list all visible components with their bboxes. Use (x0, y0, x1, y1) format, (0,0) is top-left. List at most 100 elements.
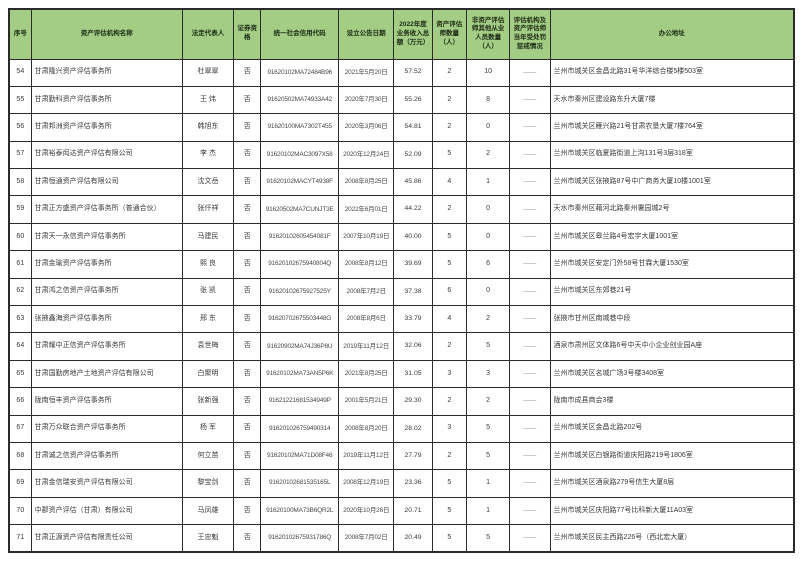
cell-credit-code: 91620502MA7CUNJT3E (260, 195, 339, 224)
cell-agency-name: 甘肃金瑜资产评估事务所 (30, 250, 183, 279)
cell-penalty: —— (509, 441, 551, 471)
cell-appraisers: 5 (431, 250, 467, 279)
cell-securities: 否 (233, 113, 262, 142)
cell-penalty: —— (509, 195, 551, 224)
table-row: 64 甘肃耀中正信资产评估事务所 袁世梅 否 91620902MA74J36P8… (8, 332, 795, 361)
cell-appraisers: 2 (431, 85, 467, 115)
cell-appraisers: 3 (431, 359, 467, 389)
cell-agency-name: 甘肃万众联合资产评估事务所 (30, 414, 183, 443)
col-header-penalty: 评估机构及资产评估师当年受处罚惩戒情况 (509, 8, 551, 60)
cell-appraisers: 5 (431, 524, 467, 553)
cell-address: 兰州市城关区金昌北路202号 (549, 414, 795, 443)
table-row: 65 甘肃国勤房地产土地资产评估有限公司 白聚明 否 91620102MA73A… (8, 359, 795, 389)
cell-serial: 55 (8, 85, 32, 115)
cell-credit-code: 91620102MACYT4938F (260, 168, 339, 197)
cell-appraisers: 5 (431, 496, 467, 526)
cell-other-staff: 5 (465, 524, 511, 553)
cell-other-staff: 1 (465, 168, 511, 197)
cell-credit-code: 91620102675940804Q (260, 250, 339, 279)
cell-income: 32.06 (393, 332, 433, 361)
table-row: 70 中郡资产评估（甘肃）有限公司 马凤雄 否 91620100MA73B6QR… (8, 496, 795, 526)
cell-announce-date: 2020年12月24日 (337, 140, 395, 170)
cell-income: 55.26 (393, 85, 433, 115)
table-row: 71 甘肃正源资产评估有限责任公司 王忠魁 否 9162010267593178… (8, 524, 795, 553)
cell-income: 31.05 (393, 359, 433, 389)
cell-serial: 71 (8, 524, 32, 553)
cell-other-staff: 8 (465, 85, 511, 115)
cell-serial: 63 (8, 305, 32, 334)
cell-legal-rep: 黎宝剑 (181, 469, 235, 498)
cell-legal-rep: 王忠魁 (181, 524, 235, 553)
cell-credit-code: 91620102681535165L (260, 469, 339, 498)
cell-legal-rep: 马凤雄 (181, 496, 235, 526)
cell-other-staff: 2 (465, 387, 511, 416)
cell-penalty: —— (509, 85, 551, 115)
cell-address: 张掖市甘州区南城巷中段 (549, 305, 795, 334)
table-row: 56 甘肃邦洲资产评估事务所 韩旭东 否 91620100MA7302T455 … (8, 113, 795, 142)
cell-income: 28.02 (393, 414, 433, 443)
col-header-announce-date: 设立公告日期 (337, 8, 395, 60)
cell-credit-code: 91620902MA74J36P8U (260, 332, 339, 361)
cell-appraisers: 6 (431, 277, 467, 307)
cell-address: 酒泉市肃州区文体路6号中天中小企业创业园A座 (549, 332, 795, 361)
cell-agency-name: 甘肃天一永信资产评估事务所 (30, 222, 183, 252)
cell-income: 45.86 (393, 168, 433, 197)
cell-penalty: —— (509, 113, 551, 142)
cell-serial: 68 (8, 441, 32, 471)
cell-serial: 66 (8, 387, 32, 416)
cell-securities: 否 (233, 305, 262, 334)
cell-address: 兰州市城关区安定门外58号甘霖大厦1530室 (549, 250, 795, 279)
cell-securities: 否 (233, 496, 262, 526)
cell-legal-rep: 张 凯 (181, 277, 235, 307)
cell-securities: 否 (233, 250, 262, 279)
cell-other-staff: 0 (465, 277, 511, 307)
cell-legal-rep: 张仟祥 (181, 195, 235, 224)
cell-other-staff: 2 (465, 305, 511, 334)
cell-announce-date: 2022年6月01日 (337, 195, 395, 224)
col-header-agency: 资产评估机构名称 (30, 8, 183, 60)
cell-other-staff: 3 (465, 359, 511, 389)
cell-securities: 否 (233, 387, 262, 416)
col-header-serial: 序号 (8, 8, 32, 60)
cell-legal-rep: 白聚明 (181, 359, 235, 389)
cell-income: 52.09 (393, 140, 433, 170)
cell-announce-date: 2020年10月26日 (337, 496, 395, 526)
col-header-address: 办公地址 (549, 8, 795, 60)
cell-penalty: —— (509, 168, 551, 197)
col-header-credit-code: 统一社会信用代码 (260, 8, 339, 60)
cell-credit-code: 91621221681534949P (260, 387, 339, 416)
cell-income: 27.79 (393, 441, 433, 471)
cell-securities: 否 (233, 168, 262, 197)
cell-penalty: —— (509, 496, 551, 526)
cell-serial: 67 (8, 414, 32, 443)
cell-income: 57.52 (393, 58, 433, 87)
cell-announce-date: 2008年8月20日 (337, 414, 395, 443)
cell-agency-name: 甘肃国勤房地产土地资产评估有限公司 (30, 359, 183, 389)
cell-income: 29.30 (393, 387, 433, 416)
cell-other-staff: 0 (465, 222, 511, 252)
cell-legal-rep: 张新强 (181, 387, 235, 416)
cell-other-staff: 1 (465, 469, 511, 498)
cell-address: 兰州市城关区酒泉路279号信生大厦8层 (549, 469, 795, 498)
cell-legal-rep: 杜翠翠 (181, 58, 235, 87)
cell-appraisers: 2 (431, 195, 467, 224)
cell-other-staff: 5 (465, 332, 511, 361)
cell-agency-name: 甘肃金信瑞安资产评估有限公司 (30, 469, 183, 498)
cell-appraisers: 2 (431, 58, 467, 87)
cell-penalty: —— (509, 222, 551, 252)
cell-penalty: —— (509, 332, 551, 361)
cell-other-staff: 0 (465, 195, 511, 224)
cell-address: 天水市秦州区藉河北路秦州署园城2号 (549, 195, 795, 224)
table-header-row: 序号 资产评估机构名称 法定代表人 证券资格 统一社会信用代码 设立公告日期 2… (8, 8, 795, 60)
cell-agency-name: 甘肃隆兴资产评估事务所 (30, 58, 183, 87)
cell-penalty: —— (509, 277, 551, 307)
cell-agency-name: 张掖鑫海资产评估事务所 (30, 305, 183, 334)
cell-address: 兰州市城关区临夏路街道上沟131号3层318室 (549, 140, 795, 170)
cell-address: 兰州市城关区庆阳路77号比科新大厦11A03室 (549, 496, 795, 526)
cell-announce-date: 2008年8月12日 (337, 250, 395, 279)
cell-agency-name: 中郡资产评估（甘肃）有限公司 (30, 496, 183, 526)
cell-penalty: —— (509, 414, 551, 443)
col-header-securities: 证券资格 (233, 8, 262, 60)
table-row: 59 甘肃正方盛资产评估事务所（普通合伙） 张仟祥 否 91620502MA7C… (8, 195, 795, 224)
cell-other-staff: 1 (465, 496, 511, 526)
